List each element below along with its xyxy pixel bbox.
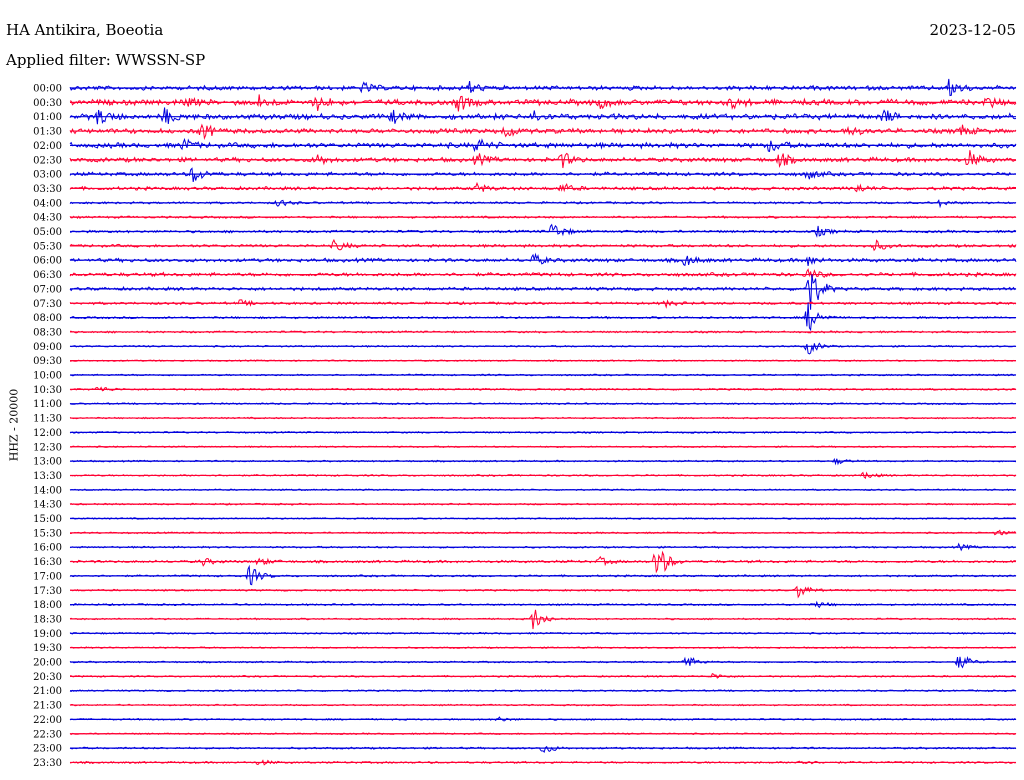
time-tick-label: 14:00 — [33, 485, 62, 496]
time-tick-label: 14:30 — [33, 500, 62, 511]
time-tick-label: 20:00 — [33, 658, 62, 669]
time-tick-label: 10:00 — [33, 371, 62, 382]
time-tick-label: 13:00 — [33, 457, 62, 468]
time-tick-label: 21:00 — [33, 686, 62, 697]
time-tick-label: 11:30 — [33, 414, 62, 425]
trace-row — [69, 268, 1017, 280]
time-tick-label: 16:00 — [33, 543, 62, 554]
time-tick-label: 18:00 — [33, 600, 62, 611]
time-tick-label: 15:30 — [33, 528, 62, 539]
time-tick-label: 12:30 — [33, 442, 62, 453]
time-tick-label: 08:00 — [33, 313, 62, 324]
time-tick-label: 07:30 — [33, 299, 62, 310]
trace-row — [69, 238, 1017, 252]
time-tick-label: 23:00 — [33, 744, 62, 755]
time-tick-label: 00:00 — [33, 84, 62, 95]
trace-row — [70, 585, 1016, 599]
time-tick-label: 09:00 — [33, 342, 62, 353]
time-tick-label: 15:00 — [33, 514, 62, 525]
time-tick-label: 19:00 — [33, 629, 62, 640]
trace-row — [69, 181, 1016, 193]
time-tick-label: 18:30 — [33, 614, 62, 625]
time-tick-label: 11:00 — [33, 399, 62, 410]
time-tick-label: 23:30 — [33, 758, 62, 769]
time-tick-label: 17:00 — [33, 571, 62, 582]
filter-label: Applied filter: WWSSN-SP — [6, 51, 206, 69]
time-tick-label: 20:30 — [33, 672, 62, 683]
time-tick-label: 05:00 — [33, 227, 62, 238]
time-tick-label: 03:00 — [33, 170, 62, 181]
time-tick-label: 04:00 — [33, 198, 62, 209]
time-tick-label: 12:00 — [33, 428, 62, 439]
time-tick-label: 05:30 — [33, 241, 62, 252]
time-tick-label: 21:30 — [33, 701, 62, 712]
time-tick-label: 10:30 — [33, 385, 62, 396]
time-tick-label: 02:30 — [33, 155, 62, 166]
time-tick-label: 22:30 — [33, 729, 62, 740]
trace-row — [69, 78, 1017, 97]
trace-row — [69, 745, 1017, 753]
time-tick-label: 04:30 — [33, 213, 62, 224]
date-label: 2023-12-05 — [929, 21, 1016, 39]
time-tick-label: 08:30 — [33, 327, 62, 338]
time-tick-label: 03:30 — [33, 184, 62, 195]
trace-row — [69, 302, 1017, 332]
time-tick-label: 07:00 — [33, 284, 62, 295]
time-tick-label: 06:00 — [33, 256, 62, 267]
trace-row — [69, 150, 1017, 169]
station-title: HA Antikira, Boeotia — [6, 21, 164, 39]
trace-row — [69, 342, 1017, 355]
trace-row — [69, 167, 1017, 182]
time-tick-label: 00:30 — [33, 98, 62, 109]
time-tick-label: 01:00 — [33, 112, 62, 123]
time-tick-label: 13:30 — [33, 471, 62, 482]
time-tick-label: 09:30 — [33, 356, 62, 367]
time-tick-label: 06:30 — [33, 270, 62, 281]
time-tick-label: 02:00 — [33, 141, 62, 152]
trace-row — [69, 107, 1017, 125]
trace-row — [69, 223, 1017, 238]
time-tick-label: 17:30 — [33, 586, 62, 597]
time-tick-label: 22:00 — [33, 715, 62, 726]
time-tick-label: 16:30 — [33, 557, 62, 568]
time-tick-label: 19:30 — [33, 643, 62, 654]
trace-row — [69, 199, 1017, 209]
time-tick-label: 01:30 — [33, 127, 62, 138]
